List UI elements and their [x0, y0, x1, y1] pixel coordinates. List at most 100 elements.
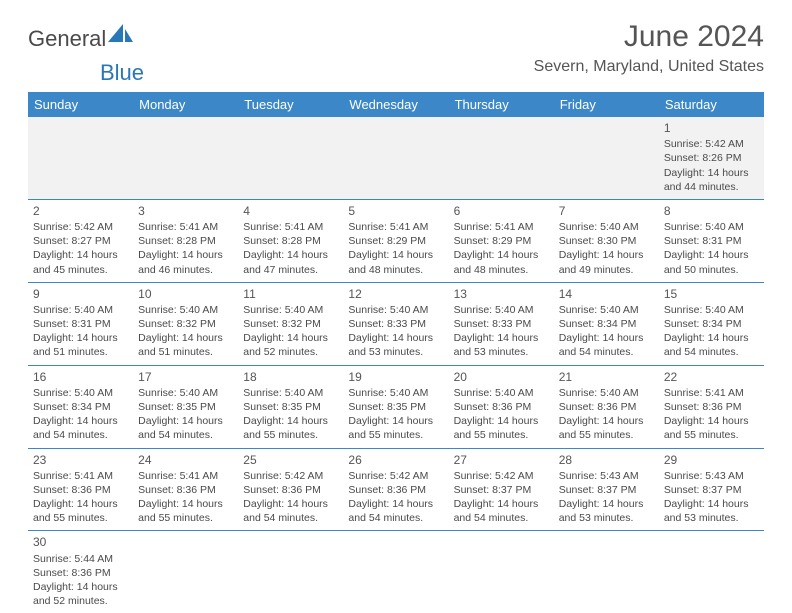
- sunrise-line: Sunrise: 5:40 AM: [348, 303, 443, 317]
- day-cell: [28, 117, 133, 199]
- week-row: 2Sunrise: 5:42 AMSunset: 8:27 PMDaylight…: [28, 199, 764, 282]
- day-cell: 18Sunrise: 5:40 AMSunset: 8:35 PMDayligh…: [238, 365, 343, 448]
- sunset-line: Sunset: 8:31 PM: [664, 234, 759, 248]
- day-cell: 26Sunrise: 5:42 AMSunset: 8:36 PMDayligh…: [343, 448, 448, 531]
- daylight-line: Daylight: 14 hours: [138, 248, 233, 262]
- sunrise-line: Sunrise: 5:41 AM: [138, 469, 233, 483]
- day-cell: [449, 531, 554, 613]
- daylight-line: Daylight: 14 hours: [664, 248, 759, 262]
- daylight-line: and 48 minutes.: [454, 263, 549, 277]
- sunset-line: Sunset: 8:33 PM: [454, 317, 549, 331]
- sunset-line: Sunset: 8:36 PM: [33, 566, 128, 580]
- sunrise-line: Sunrise: 5:42 AM: [33, 220, 128, 234]
- daylight-line: Daylight: 14 hours: [138, 414, 233, 428]
- daylight-line: Daylight: 14 hours: [559, 497, 654, 511]
- title-block: June 2024 Severn, Maryland, United State…: [534, 20, 764, 76]
- daylight-line: Daylight: 14 hours: [664, 166, 759, 180]
- daylight-line: Daylight: 14 hours: [243, 331, 338, 345]
- sunset-line: Sunset: 8:29 PM: [348, 234, 443, 248]
- sunset-line: Sunset: 8:34 PM: [664, 317, 759, 331]
- daylight-line: Daylight: 14 hours: [243, 414, 338, 428]
- dayname-sunday: Sunday: [28, 92, 133, 117]
- day-cell: [238, 117, 343, 199]
- daylight-line: Daylight: 14 hours: [454, 414, 549, 428]
- day-cell: 20Sunrise: 5:40 AMSunset: 8:36 PMDayligh…: [449, 365, 554, 448]
- daylight-line: and 47 minutes.: [243, 263, 338, 277]
- daylight-line: and 45 minutes.: [33, 263, 128, 277]
- sunrise-line: Sunrise: 5:41 AM: [664, 386, 759, 400]
- daylight-line: Daylight: 14 hours: [454, 331, 549, 345]
- dayname-saturday: Saturday: [659, 92, 764, 117]
- daylight-line: Daylight: 14 hours: [138, 331, 233, 345]
- day-number: 15: [664, 286, 759, 302]
- day-number: 21: [559, 369, 654, 385]
- logo-text-blue: Blue: [100, 60, 144, 86]
- sunrise-line: Sunrise: 5:40 AM: [454, 303, 549, 317]
- sunrise-line: Sunrise: 5:41 AM: [138, 220, 233, 234]
- day-number: 3: [138, 203, 233, 219]
- sunrise-line: Sunrise: 5:41 AM: [243, 220, 338, 234]
- sunrise-line: Sunrise: 5:40 AM: [138, 386, 233, 400]
- sunrise-line: Sunrise: 5:40 AM: [664, 303, 759, 317]
- day-number: 9: [33, 286, 128, 302]
- sunset-line: Sunset: 8:34 PM: [559, 317, 654, 331]
- day-number: 10: [138, 286, 233, 302]
- daylight-line: Daylight: 14 hours: [243, 497, 338, 511]
- day-cell: 2Sunrise: 5:42 AMSunset: 8:27 PMDaylight…: [28, 199, 133, 282]
- dayname-monday: Monday: [133, 92, 238, 117]
- sunrise-line: Sunrise: 5:40 AM: [559, 220, 654, 234]
- sunrise-line: Sunrise: 5:40 AM: [454, 386, 549, 400]
- sunset-line: Sunset: 8:37 PM: [454, 483, 549, 497]
- daylight-line: and 48 minutes.: [348, 263, 443, 277]
- location-label: Severn, Maryland, United States: [534, 58, 764, 76]
- day-cell: 30Sunrise: 5:44 AMSunset: 8:36 PMDayligh…: [28, 531, 133, 613]
- day-cell: [554, 531, 659, 613]
- day-number: 28: [559, 452, 654, 468]
- sunrise-line: Sunrise: 5:40 AM: [664, 220, 759, 234]
- sunrise-line: Sunrise: 5:44 AM: [33, 552, 128, 566]
- daylight-line: Daylight: 14 hours: [33, 248, 128, 262]
- daylight-line: and 55 minutes.: [559, 428, 654, 442]
- daylight-line: and 55 minutes.: [243, 428, 338, 442]
- sunrise-line: Sunrise: 5:41 AM: [348, 220, 443, 234]
- daylight-line: Daylight: 14 hours: [348, 497, 443, 511]
- daylight-line: Daylight: 14 hours: [559, 414, 654, 428]
- day-number: 27: [454, 452, 549, 468]
- daylight-line: and 55 minutes.: [33, 511, 128, 525]
- sunset-line: Sunset: 8:32 PM: [243, 317, 338, 331]
- sunset-line: Sunset: 8:28 PM: [243, 234, 338, 248]
- sunset-line: Sunset: 8:29 PM: [454, 234, 549, 248]
- sunset-line: Sunset: 8:34 PM: [33, 400, 128, 414]
- daylight-line: Daylight: 14 hours: [454, 248, 549, 262]
- day-number: 4: [243, 203, 338, 219]
- daylight-line: Daylight: 14 hours: [664, 414, 759, 428]
- daylight-line: and 54 minutes.: [33, 428, 128, 442]
- sunset-line: Sunset: 8:36 PM: [138, 483, 233, 497]
- logo-text-general: General: [28, 26, 106, 52]
- dayname-row: Sunday Monday Tuesday Wednesday Thursday…: [28, 92, 764, 117]
- dayname-wednesday: Wednesday: [343, 92, 448, 117]
- dayname-friday: Friday: [554, 92, 659, 117]
- daylight-line: and 51 minutes.: [33, 345, 128, 359]
- daylight-line: and 54 minutes.: [348, 511, 443, 525]
- sunset-line: Sunset: 8:30 PM: [559, 234, 654, 248]
- sunrise-line: Sunrise: 5:40 AM: [559, 303, 654, 317]
- sunset-line: Sunset: 8:26 PM: [664, 151, 759, 165]
- daylight-line: Daylight: 14 hours: [664, 497, 759, 511]
- day-cell: 9Sunrise: 5:40 AMSunset: 8:31 PMDaylight…: [28, 282, 133, 365]
- day-cell: [133, 531, 238, 613]
- day-cell: 27Sunrise: 5:42 AMSunset: 8:37 PMDayligh…: [449, 448, 554, 531]
- day-cell: [343, 117, 448, 199]
- daylight-line: Daylight: 14 hours: [33, 414, 128, 428]
- day-cell: 16Sunrise: 5:40 AMSunset: 8:34 PMDayligh…: [28, 365, 133, 448]
- daylight-line: Daylight: 14 hours: [33, 497, 128, 511]
- daylight-line: and 55 minutes.: [138, 511, 233, 525]
- day-cell: 6Sunrise: 5:41 AMSunset: 8:29 PMDaylight…: [449, 199, 554, 282]
- sunrise-line: Sunrise: 5:43 AM: [664, 469, 759, 483]
- day-number: 12: [348, 286, 443, 302]
- sunrise-line: Sunrise: 5:40 AM: [33, 303, 128, 317]
- daylight-line: and 55 minutes.: [664, 428, 759, 442]
- day-number: 2: [33, 203, 128, 219]
- logo: General: [28, 26, 134, 52]
- week-row: 1Sunrise: 5:42 AMSunset: 8:26 PMDaylight…: [28, 117, 764, 199]
